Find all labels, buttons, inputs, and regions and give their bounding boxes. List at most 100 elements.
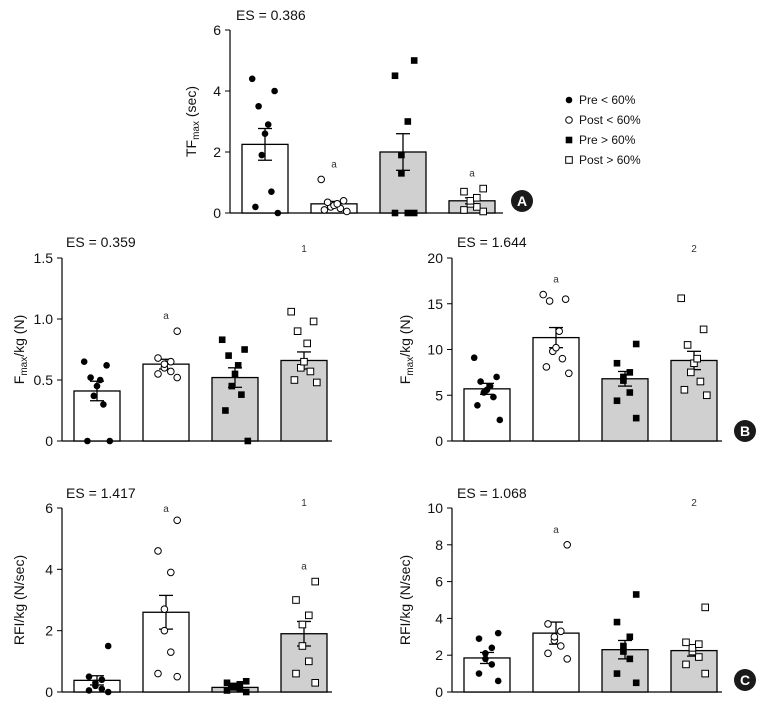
data-point: [494, 677, 502, 685]
data-point: [305, 611, 313, 620]
data-point: [306, 367, 315, 376]
y-axis-label: RFI/kg (N/sec): [397, 555, 413, 645]
data-point: [475, 670, 483, 677]
data-point: [223, 679, 231, 687]
data-point: [695, 640, 703, 648]
data-point: [242, 677, 250, 685]
data-point: [104, 642, 112, 650]
data-point: [701, 669, 710, 678]
effect-size-label: ES = 1.644: [457, 234, 527, 250]
data-point: [626, 369, 634, 376]
data-point: [317, 175, 326, 184]
data-point: [223, 687, 231, 694]
data-point: [632, 340, 640, 348]
panel-badge: [734, 420, 756, 442]
data-point: [565, 156, 573, 164]
effect-size-label: ES = 0.359: [66, 234, 136, 250]
data-point: [632, 591, 640, 598]
y-axis-label: Fmax/kg (N): [11, 315, 30, 384]
y-axis-label-rest: /kg (N): [11, 315, 27, 357]
y-tick-label: 8: [435, 537, 443, 553]
data-point: [620, 642, 627, 650]
data-point: [333, 200, 342, 208]
data-point: [620, 373, 627, 381]
data-point: [313, 378, 321, 387]
data-point: [173, 373, 181, 382]
data-point: [154, 354, 162, 362]
y-tick-label: 0: [435, 433, 443, 449]
data-point: [677, 294, 686, 303]
data-point: [230, 682, 237, 690]
panel-badge: [511, 190, 533, 212]
data-point: [680, 385, 689, 394]
data-point: [479, 184, 487, 193]
data-point: [303, 339, 311, 348]
y-tick-label: 5: [435, 387, 443, 403]
y-axis-label: Fmax/kg (N): [397, 315, 416, 384]
y-tick-label: 0.5: [34, 372, 54, 388]
data-point: [703, 391, 711, 400]
data-point: [701, 603, 710, 612]
data-point: [167, 648, 175, 656]
chart-panel-3: 0 5 10 15 20 ES = 1.644 Fmax/kg (N) a 2 B: [397, 234, 756, 449]
data-point: [555, 327, 564, 336]
data-point: [339, 197, 348, 205]
bar: [601, 378, 649, 442]
data-point: [561, 295, 570, 303]
data-point: [252, 203, 259, 211]
data-point: [626, 633, 634, 641]
data-point: [699, 325, 708, 334]
data-point: [404, 118, 412, 125]
y-tick-label: 0: [213, 205, 221, 221]
data-point: [488, 661, 496, 668]
y-axis-label: TFmax (sec): [183, 86, 202, 157]
data-point: [398, 170, 405, 177]
data-point: [320, 206, 329, 214]
data-point: [693, 354, 702, 363]
data-point: [90, 392, 98, 400]
data-point: [167, 357, 175, 366]
data-point: [475, 635, 483, 642]
data-point: [391, 209, 399, 217]
data-point: [167, 367, 175, 376]
data-point: [482, 650, 489, 657]
chart-panel-1: 0 2 4 6 ES = 0.386 TFmax (sec) a a A: [183, 7, 533, 221]
legend-entry-label: Post > 60%: [579, 153, 641, 167]
data-point: [309, 317, 318, 326]
panel-badge: [734, 669, 756, 691]
data-point: [557, 642, 565, 650]
data-point: [620, 648, 627, 655]
data-point: [311, 679, 319, 687]
data-point: [486, 382, 494, 390]
data-point: [100, 401, 107, 408]
data-point: [160, 626, 169, 635]
data-point: [545, 297, 554, 305]
data-point: [470, 354, 478, 362]
data-point: [682, 638, 690, 647]
data-point: [222, 407, 229, 414]
y-axis-label-main: TF: [183, 140, 199, 157]
data-point: [477, 378, 484, 385]
y-tick-label: 10: [427, 342, 443, 358]
data-point: [292, 596, 300, 604]
data-point: [234, 362, 242, 369]
chart-panel-5: 0 2 4 6 8 10 ES = 1.068 RFI/kg (N/sec) a 2 C: [397, 485, 756, 700]
data-point: [565, 96, 573, 104]
y-axis-label-rest: (sec): [183, 86, 199, 121]
data-point: [496, 416, 504, 424]
data-point: [104, 688, 112, 696]
effect-size-label: ES = 1.068: [457, 485, 527, 501]
data-point: [632, 414, 640, 422]
panel-badge-label: B: [740, 423, 750, 439]
bar: [142, 363, 190, 442]
y-tick-label: 4: [435, 610, 443, 626]
data-point: [391, 72, 399, 80]
data-point: [287, 307, 295, 316]
y-tick-label: 15: [427, 296, 443, 312]
data-point: [565, 116, 573, 124]
y-tick-label: 6: [45, 500, 53, 516]
panel-badge-label: C: [740, 672, 750, 688]
data-point: [490, 393, 497, 401]
data-point: [292, 669, 300, 678]
